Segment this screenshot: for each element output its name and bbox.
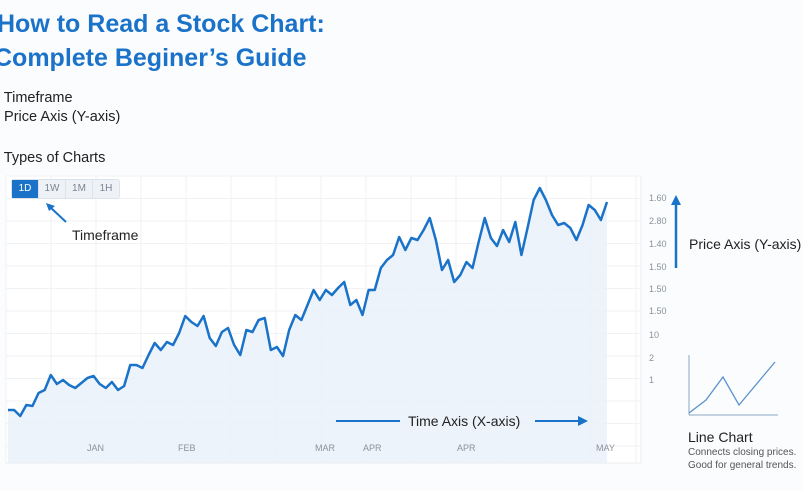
timeframe-1m-button[interactable]: 1M [66, 180, 93, 198]
timeframe-selector: 1D 1W 1M 1H [11, 179, 120, 199]
outline-item: . Timeframe [0, 90, 73, 106]
y-tick-label: 1 [649, 375, 655, 385]
line-chart-thumbnail-icon [688, 355, 778, 416]
x-tick-label: FEB [178, 443, 196, 453]
y-tick-label: 1.50 [649, 284, 667, 294]
y-tick-label: 1.60 [649, 193, 667, 203]
y-tick-label: 1.40 [649, 239, 667, 249]
page-title-line1: How to Read a Stock Chart: [0, 10, 325, 38]
y-tick-label: 2.80 [649, 216, 667, 226]
page-title-line2: Complete Beginer’s Guide [0, 44, 307, 72]
timeframe-1h-button[interactable]: 1H [99, 183, 113, 194]
x-tick-label: APR [363, 443, 382, 453]
price-axis-annotation: Price Axis (Y-axis) [689, 236, 802, 252]
outline-item: . Price Axis (Y-axis) [0, 109, 121, 125]
timeframe-1d-button[interactable]: 1D [12, 180, 39, 198]
price-area [8, 188, 607, 463]
line-chart-desc: Good for general trends. [688, 460, 797, 471]
y-tick-label: 2 [649, 353, 655, 363]
outline-item: . Types of Charts [0, 150, 106, 166]
line-chart-desc: Connects closing prices. [688, 447, 797, 458]
y-tick-label: 1.50 [649, 262, 667, 272]
line-chart-title: Line Chart [688, 429, 753, 445]
x-tick-label: JAN [87, 443, 105, 453]
timeframe-annotation: Timeframe [72, 227, 139, 243]
y-tick-label: 10 [649, 330, 660, 340]
y-tick-label: 1.50 [649, 306, 667, 316]
timeframe-arrow-icon [49, 206, 67, 223]
time-axis-annotation: Time Axis (X-axis) [408, 413, 521, 429]
x-tick-label: APR [457, 443, 476, 453]
x-tick-label: MAR [315, 443, 335, 453]
x-tick-label: MAY [596, 443, 615, 453]
timeframe-1w-button[interactable]: 1W [39, 180, 66, 198]
